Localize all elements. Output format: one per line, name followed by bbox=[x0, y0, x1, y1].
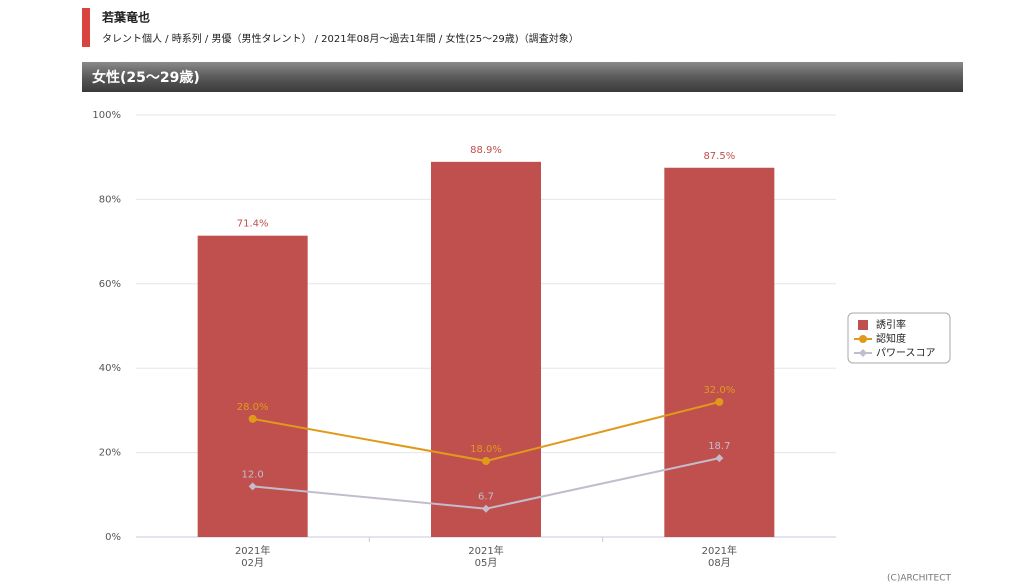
legend-marker bbox=[859, 349, 867, 357]
marker bbox=[248, 414, 257, 423]
legend-box bbox=[847, 312, 951, 364]
legend-swatch bbox=[858, 320, 868, 330]
marker bbox=[248, 482, 257, 491]
marker bbox=[482, 504, 490, 513]
legend-marker bbox=[859, 335, 867, 343]
page-title: 若葉竜也 bbox=[101, 10, 150, 25]
copyright: (C)ARCHITECT bbox=[887, 574, 951, 584]
header-accent bbox=[82, 8, 90, 47]
bar bbox=[431, 161, 541, 538]
section-title: 女性(25〜29歳) bbox=[92, 69, 200, 86]
legend-label: 誘引率 bbox=[876, 318, 906, 331]
data-label: 88.9% bbox=[470, 145, 502, 156]
data-label: 71.4% bbox=[237, 219, 269, 230]
legend-label: パワースコア bbox=[876, 347, 936, 359]
data-label: 18.7 bbox=[708, 441, 730, 452]
legend-label: 認知度 bbox=[876, 332, 906, 345]
y-tick-label: 20% bbox=[99, 448, 121, 459]
page-subtitle: タレント個人 / 時系列 / 男優（男性タレント） / 2021年08月〜過去1… bbox=[102, 32, 579, 45]
y-tick-label: 0% bbox=[105, 532, 121, 543]
data-label: 87.5% bbox=[703, 151, 735, 162]
y-tick-label: 80% bbox=[99, 194, 121, 205]
marker bbox=[482, 457, 490, 466]
chart: 0% 20% 40% 60% 80% 100% 2021年 02月 2021年 05月 2021年 0… bbox=[92, 110, 951, 569]
x-tick-label: 2021年 08月 bbox=[702, 544, 737, 569]
data-label: 32.0% bbox=[703, 385, 735, 396]
data-label: 12.0 bbox=[242, 469, 264, 480]
y-tick-label: 60% bbox=[99, 279, 121, 290]
y-tick-label: 40% bbox=[99, 363, 121, 374]
bar bbox=[197, 235, 308, 537]
bar bbox=[664, 167, 775, 537]
marker bbox=[715, 397, 724, 406]
marker bbox=[715, 454, 724, 463]
data-label: 18.0% bbox=[470, 444, 502, 455]
y-tick-label: 100% bbox=[92, 110, 121, 121]
data-label: 6.7 bbox=[478, 492, 494, 503]
x-tick-label: 2021年 02月 bbox=[235, 544, 270, 569]
x-tick-label: 2021年 05月 bbox=[468, 544, 503, 569]
section-bar bbox=[82, 62, 963, 92]
data-label: 28.0% bbox=[237, 402, 269, 413]
